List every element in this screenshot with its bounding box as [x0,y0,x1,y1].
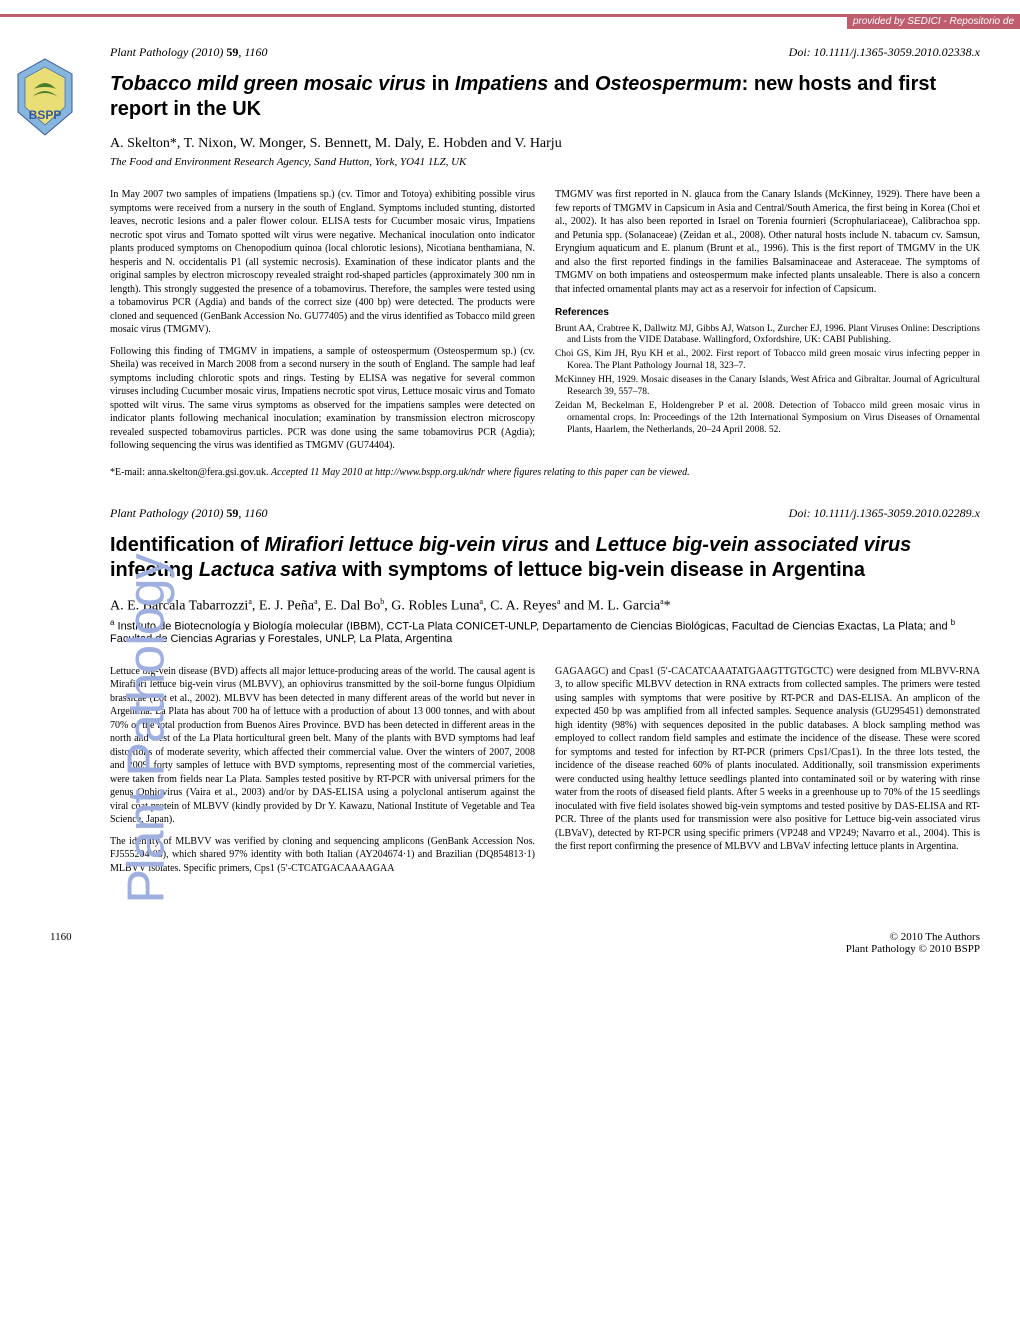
svg-text:BSPP: BSPP [29,108,62,122]
article1-para-3: TMGMV was first reported in N. glauca fr… [555,188,980,296]
article1-header: Plant Pathology (2010) 59, 1160 Doi: 10.… [110,45,980,60]
article1-ref-4: Zeidan M, Beckelman E, Holdengreber P et… [555,401,980,437]
article1-affiliation: The Food and Environment Research Agency… [110,156,980,168]
main-content: Plant Pathology (2010) 59, 1160 Doi: 10.… [100,17,1020,909]
article1-title: Tobacco mild green mosaic virus in Impat… [110,72,980,122]
article1-ref-3: McKinney HH, 1929. Mosaic diseases in th… [555,375,980,399]
provenance-banner: provided by SEDICI - Repositorio de [847,14,1020,29]
page-body: BSPP Plant Pathology Plant Pathology (20… [0,17,1020,909]
article1-authors: A. Skelton*, T. Nixon, W. Monger, S. Ben… [110,136,980,152]
article1-ref-1: Brunt AA, Crabtree K, Dallwitz MJ, Gibbs… [555,324,980,348]
article1-ref-2: Choi GS, Kim JH, Ryu KH et al., 2002. Fi… [555,349,980,373]
article2-body: Lettuce big-vein disease (BVD) affects a… [110,665,980,876]
page-number: 1160 [50,931,72,955]
journal-side-label: Plant Pathology [117,555,177,904]
left-sidebar: BSPP Plant Pathology [0,17,100,909]
article2-affiliation: a Instituto de Biotecnología y Biología … [110,618,980,645]
article1-body: In May 2007 two samples of impatiens (Im… [110,188,980,453]
copyright-block: © 2010 The Authors Plant Pathology © 201… [846,931,980,955]
article2-doi: Doi: 10.1111/j.1365-3059.2010.02289.x [789,506,980,521]
article1-journal-info: Plant Pathology (2010) 59, 1160 [110,45,267,60]
article1-references-heading: References [555,306,980,320]
article2-authors: A. E. Barcala Tabarrozzia, E. J. Peñaa, … [110,597,980,615]
page-footer: 1160 © 2010 The Authors Plant Pathology … [0,909,1020,971]
article2-header: Plant Pathology (2010) 59, 1160 Doi: 10.… [110,506,980,521]
article1-para-2: Following this finding of TMGMV in impat… [110,345,535,453]
article1-doi: Doi: 10.1111/j.1365-3059.2010.02338.x [789,45,980,60]
bspp-logo: BSPP [14,57,76,137]
article1-footnote: *E-mail: anna.skelton@fera.gsi.gov.uk. A… [110,467,980,478]
article2-para-3: GAGAAGC) and Cpas1 (5′-CACATCAAATATGAAGT… [555,665,980,854]
article1-para-1: In May 2007 two samples of impatiens (Im… [110,188,535,337]
article2-journal-info: Plant Pathology (2010) 59, 1160 [110,506,267,521]
article2-title: Identification of Mirafiori lettuce big-… [110,533,980,583]
